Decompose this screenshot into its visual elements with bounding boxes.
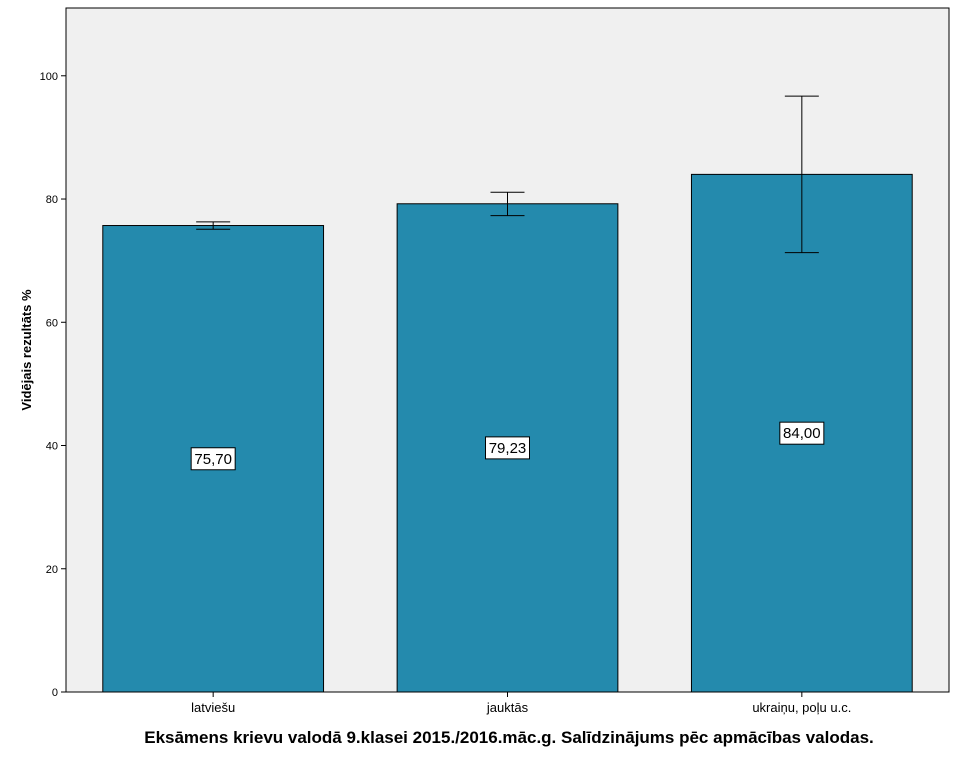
data-label-box bbox=[190, 447, 236, 471]
y-tick-label: 20 bbox=[46, 564, 58, 576]
data-label: 75,70 bbox=[194, 451, 232, 468]
data-label: 79,23 bbox=[489, 440, 527, 457]
y-tick-label: 0 bbox=[52, 687, 58, 699]
y-axis-title: Vidējais rezultāts % bbox=[19, 289, 34, 411]
data-label-box bbox=[779, 421, 825, 445]
x-axis-title: Eksāmens krievu valodā 9.klasei 2015./20… bbox=[144, 728, 874, 747]
data-label-box bbox=[485, 436, 530, 460]
y-axis: 0 20 40 60 80 100 bbox=[40, 71, 66, 699]
x-tick-label: jauktās bbox=[486, 700, 529, 715]
data-label: 84,00 bbox=[783, 425, 821, 442]
y-tick-label: 40 bbox=[46, 441, 58, 453]
y-tick-label: 100 bbox=[40, 71, 58, 83]
x-tick-label: ukraiņu, poļu u.c. bbox=[752, 700, 851, 715]
error-bars bbox=[196, 95, 819, 254]
y-tick-label: 80 bbox=[46, 194, 58, 206]
x-axis: latviešu jauktās ukraiņu, poļu u.c. bbox=[191, 692, 851, 715]
x-tick-label: latviešu bbox=[191, 700, 235, 715]
data-labels: 75,70 79,23 84,00 bbox=[190, 421, 825, 471]
y-tick-label: 60 bbox=[46, 317, 58, 329]
